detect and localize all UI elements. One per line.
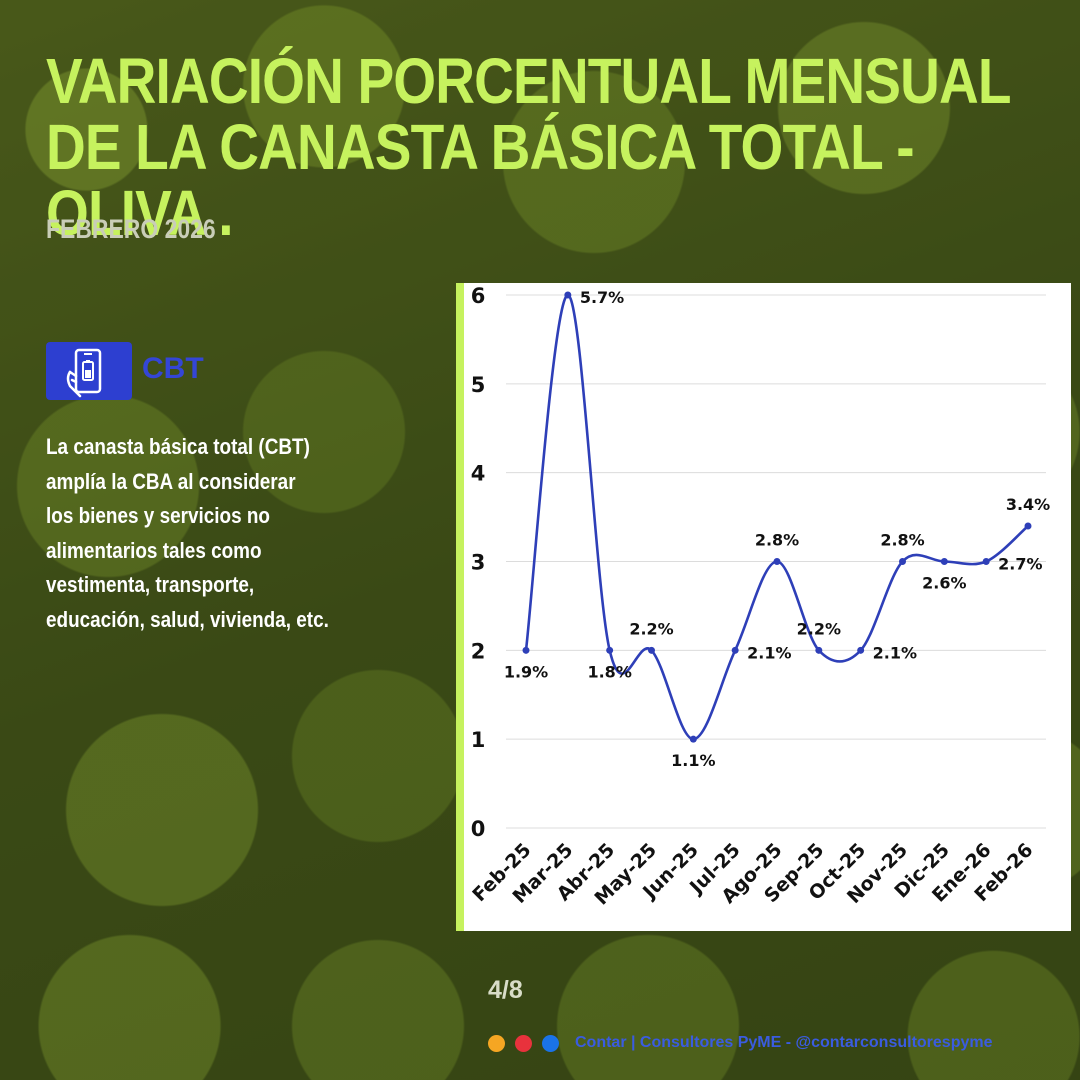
y-tick-label: 3: [471, 551, 486, 575]
data-label: 1.8%: [587, 662, 631, 681]
data-label: 2.8%: [755, 531, 799, 550]
phone-battery-icon: [46, 342, 132, 400]
series-line: [524, 293, 1029, 741]
blue-dot-icon: [542, 1034, 559, 1052]
y-tick-label: 4: [471, 462, 486, 486]
data-label: 2.8%: [880, 531, 924, 550]
data-label: 1.1%: [671, 751, 715, 770]
footer-credit: Contar | Consultores PyME - @contarconsu…: [575, 1034, 993, 1051]
data-point: [857, 646, 865, 654]
data-label: 2.1%: [747, 643, 791, 662]
y-tick-label: 5: [471, 373, 486, 397]
y-tick-label: 0: [471, 817, 486, 841]
y-tick-label: 2: [471, 639, 486, 663]
description-text: La canasta básica total (CBT) amplía la …: [46, 434, 329, 632]
data-point: [564, 291, 572, 299]
data-point: [899, 558, 906, 565]
badge-label: CBT: [142, 352, 204, 385]
data-label: 2.1%: [873, 643, 917, 662]
data-point: [648, 646, 655, 654]
page-title: VARIACIÓN PORCENTUAL MENSUAL DE LA CANAS…: [46, 45, 1010, 249]
line-chart: 0 1 2 3 4 5 6 1.9% 5.7% 1.8% 2.2% 1.1% 2.1% 2.8% 2.2% 2…: [456, 283, 1071, 931]
red-dot-icon: [515, 1034, 532, 1052]
page-number: 4/8: [488, 976, 523, 1004]
footer: Contar | Consultores PyME - @contarconsu…: [488, 1030, 992, 1056]
data-label: 3.4%: [1006, 495, 1050, 514]
data-point: [689, 735, 697, 743]
page-subtitle: FEBRERO 2026: [46, 214, 216, 244]
data-label: 2.6%: [922, 574, 966, 593]
data-label: 2.2%: [797, 619, 841, 638]
data-point: [815, 646, 823, 654]
y-tick-label: 6: [471, 284, 486, 308]
data-point: [940, 558, 948, 565]
data-point: [606, 646, 614, 654]
data-point: [1024, 522, 1032, 530]
data-label: 2.7%: [998, 555, 1042, 574]
data-label: 5.7%: [580, 288, 624, 307]
data-point: [522, 646, 530, 654]
orange-dot-icon: [488, 1034, 505, 1052]
chart-svg: 0 1 2 3 4 5 6 1.9% 5.7% 1.8% 2.2% 1.1% 2.1% 2.8% 2.2% 2…: [468, 284, 1050, 910]
data-label: 1.9%: [504, 662, 548, 681]
data-label: 2.2%: [629, 619, 673, 638]
data-point: [731, 646, 739, 654]
y-tick-label: 1: [471, 728, 486, 752]
data-point: [773, 558, 781, 565]
data-point: [982, 558, 990, 565]
